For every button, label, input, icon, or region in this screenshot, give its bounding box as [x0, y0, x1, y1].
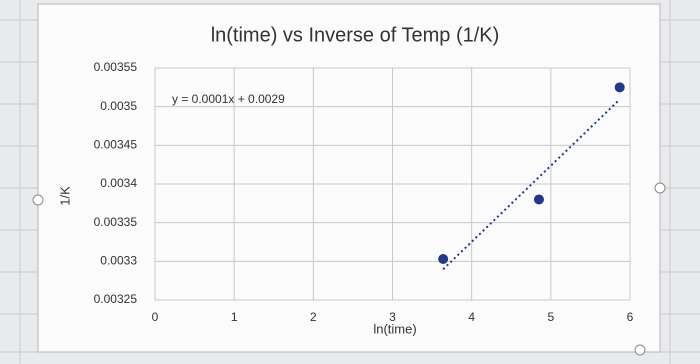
trendline-equation: y = 0.0001x + 0.0029 [172, 92, 285, 106]
x-tick-label: 6 [627, 310, 634, 324]
x-tick-label: 2 [310, 310, 317, 324]
chart-area [37, 3, 661, 353]
x-tick-label: 5 [547, 310, 554, 324]
chart-title: ln(time) vs Inverse of Temp (1/K) [211, 24, 500, 46]
y-axis-label: 1/K [57, 186, 72, 206]
y-tick-label: 0.00345 [94, 138, 138, 152]
x-tick-label: 0 [152, 310, 159, 324]
resize-handle [32, 194, 44, 206]
y-tick-label: 0.00335 [94, 215, 138, 229]
x-axis-label: ln(time) [373, 321, 416, 336]
data-point [438, 254, 449, 265]
resize-handle [654, 182, 666, 194]
x-tick-label: 4 [468, 310, 475, 324]
y-tick-label: 0.0034 [100, 176, 137, 190]
y-tick-label: 0.0033 [100, 254, 137, 268]
trendline [442, 98, 621, 270]
x-tick-label: 1 [231, 310, 238, 324]
resize-handle [634, 344, 646, 356]
x-tick-label: 3 [389, 310, 396, 324]
y-tick-label: 0.00355 [94, 60, 138, 74]
data-point [533, 194, 544, 205]
data-point [614, 82, 625, 93]
y-tick-label: 0.00325 [94, 292, 138, 306]
y-tick-label: 0.0035 [100, 99, 137, 113]
